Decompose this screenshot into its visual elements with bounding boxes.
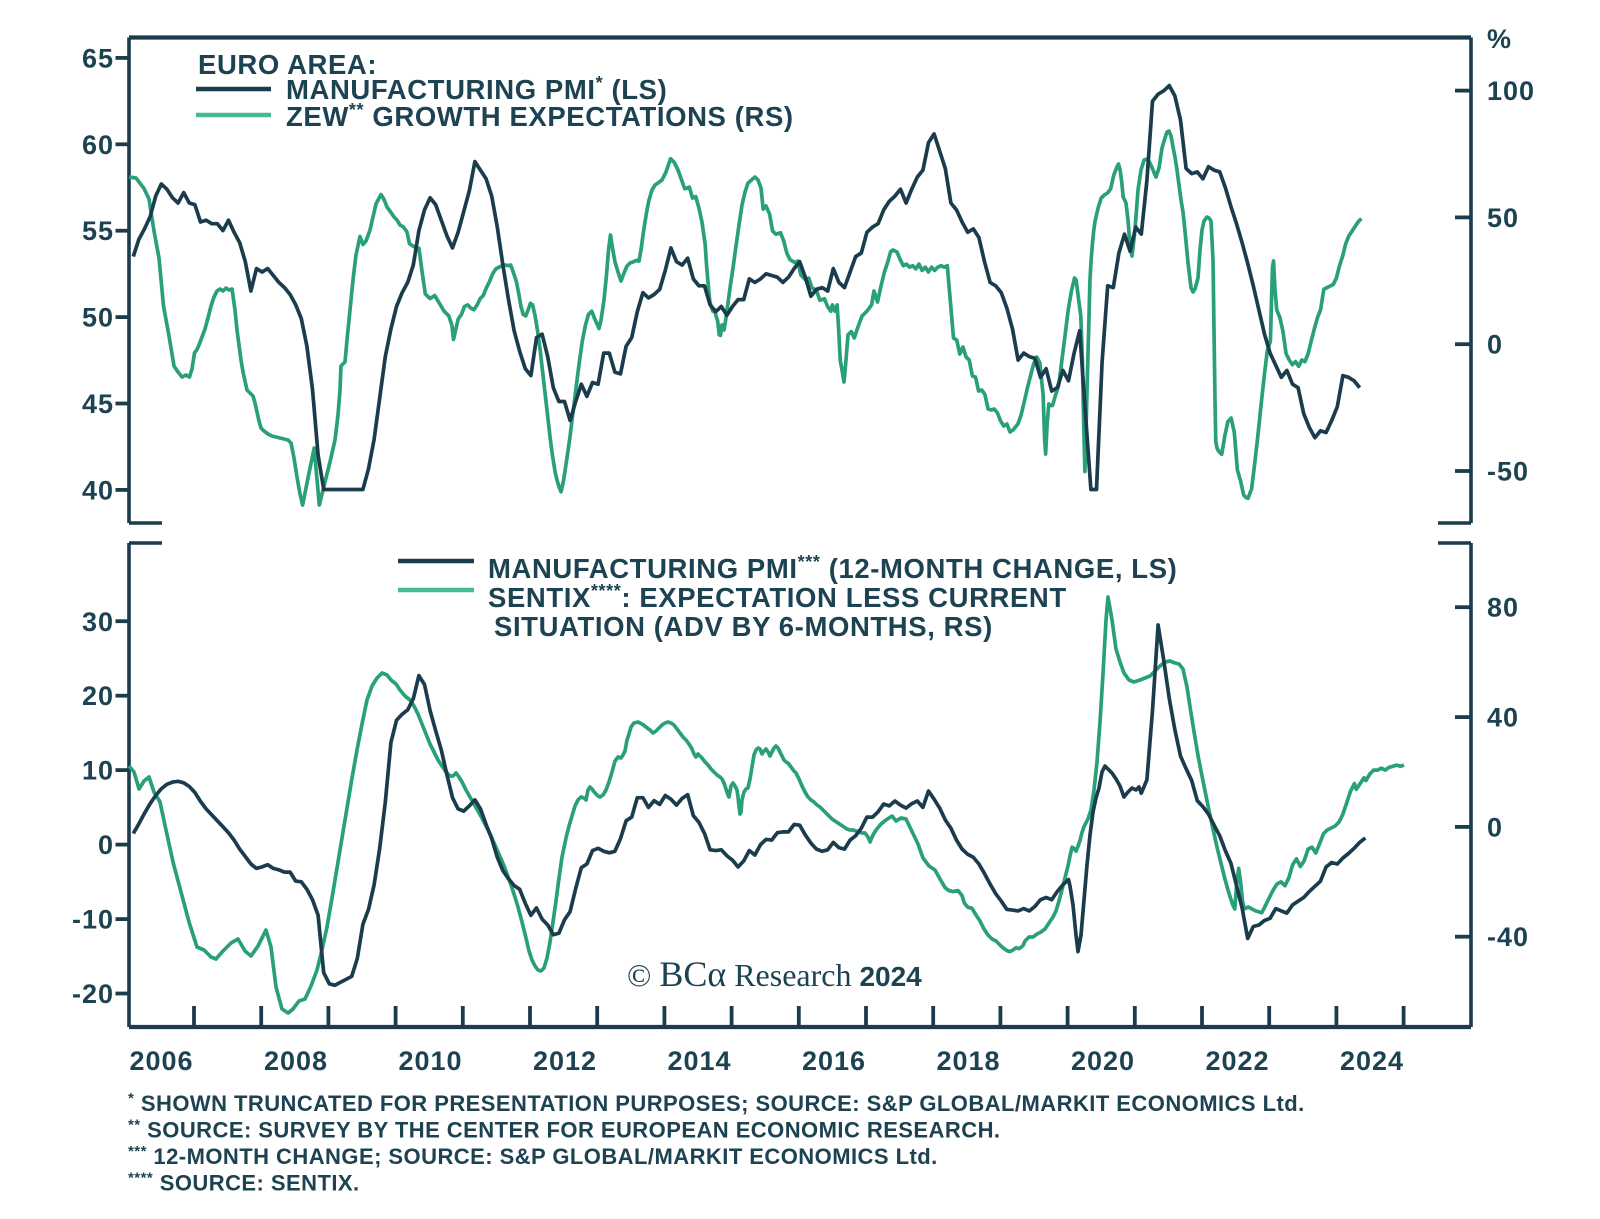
svg-text:-10: -10: [72, 905, 114, 935]
svg-text:EURO AREA:: EURO AREA:: [198, 49, 377, 80]
svg-text:SENTIX****: EXPECTATION LESS C: SENTIX****: EXPECTATION LESS CURRENT: [488, 581, 1067, 613]
svg-text:2022: 2022: [1205, 1046, 1269, 1076]
svg-text:* SHOWN TRUNCATED FOR PRESENTA: * SHOWN TRUNCATED FOR PRESENTATION PURPO…: [128, 1090, 1305, 1117]
svg-text:30: 30: [82, 607, 114, 637]
svg-text:60: 60: [82, 130, 114, 160]
svg-text:2018: 2018: [936, 1046, 1000, 1076]
svg-text:MANUFACTURING PMI*** (12-MONTH: MANUFACTURING PMI*** (12-MONTH CHANGE, L…: [488, 552, 1177, 584]
svg-text:2020: 2020: [1071, 1046, 1135, 1076]
svg-text:2012: 2012: [533, 1046, 597, 1076]
svg-text:2010: 2010: [398, 1046, 462, 1076]
svg-text:-40: -40: [1487, 922, 1529, 952]
svg-text:45: 45: [82, 389, 114, 419]
svg-text:*** 12-MONTH CHANGE; SOURCE: S: *** 12-MONTH CHANGE; SOURCE: S&P GLOBAL/…: [128, 1143, 938, 1170]
svg-text:%: %: [1487, 24, 1512, 54]
svg-text:2016: 2016: [802, 1046, 866, 1076]
svg-text:10: 10: [82, 756, 114, 786]
svg-text:40: 40: [82, 475, 114, 505]
svg-text:ZEW** GROWTH EXPECTATIONS (RS): ZEW** GROWTH EXPECTATIONS (RS): [286, 100, 794, 132]
svg-text:65: 65: [82, 43, 114, 73]
svg-text:2006: 2006: [129, 1046, 193, 1076]
svg-text:80: 80: [1487, 593, 1519, 623]
svg-text:**** SOURCE: SENTIX.: **** SOURCE: SENTIX.: [128, 1169, 360, 1196]
svg-text:2014: 2014: [667, 1046, 731, 1076]
svg-text:20: 20: [82, 681, 114, 711]
svg-text:50: 50: [82, 303, 114, 333]
svg-text:100: 100: [1487, 76, 1535, 106]
svg-text:-50: -50: [1487, 457, 1529, 487]
svg-text:MANUFACTURING PMI* (LS): MANUFACTURING PMI* (LS): [286, 73, 667, 105]
svg-text:40: 40: [1487, 703, 1519, 733]
svg-text:** SOURCE: SURVEY BY THE CENT: ** SOURCE: SURVEY BY THE CENTER FOR EURO…: [128, 1116, 1000, 1143]
svg-text:2024: 2024: [1340, 1046, 1404, 1076]
svg-text:-20: -20: [72, 979, 114, 1009]
svg-text:0: 0: [1487, 330, 1503, 360]
svg-text:© BCα Research 2024: © BCα Research 2024: [627, 954, 922, 994]
svg-text:55: 55: [82, 216, 114, 246]
svg-text:2008: 2008: [264, 1046, 328, 1076]
svg-text:0: 0: [98, 830, 114, 860]
svg-text:50: 50: [1487, 203, 1519, 233]
svg-text:SITUATION (ADV BY 6-MONTHS, RS: SITUATION (ADV BY 6-MONTHS, RS): [494, 611, 993, 642]
svg-text:0: 0: [1487, 812, 1503, 842]
